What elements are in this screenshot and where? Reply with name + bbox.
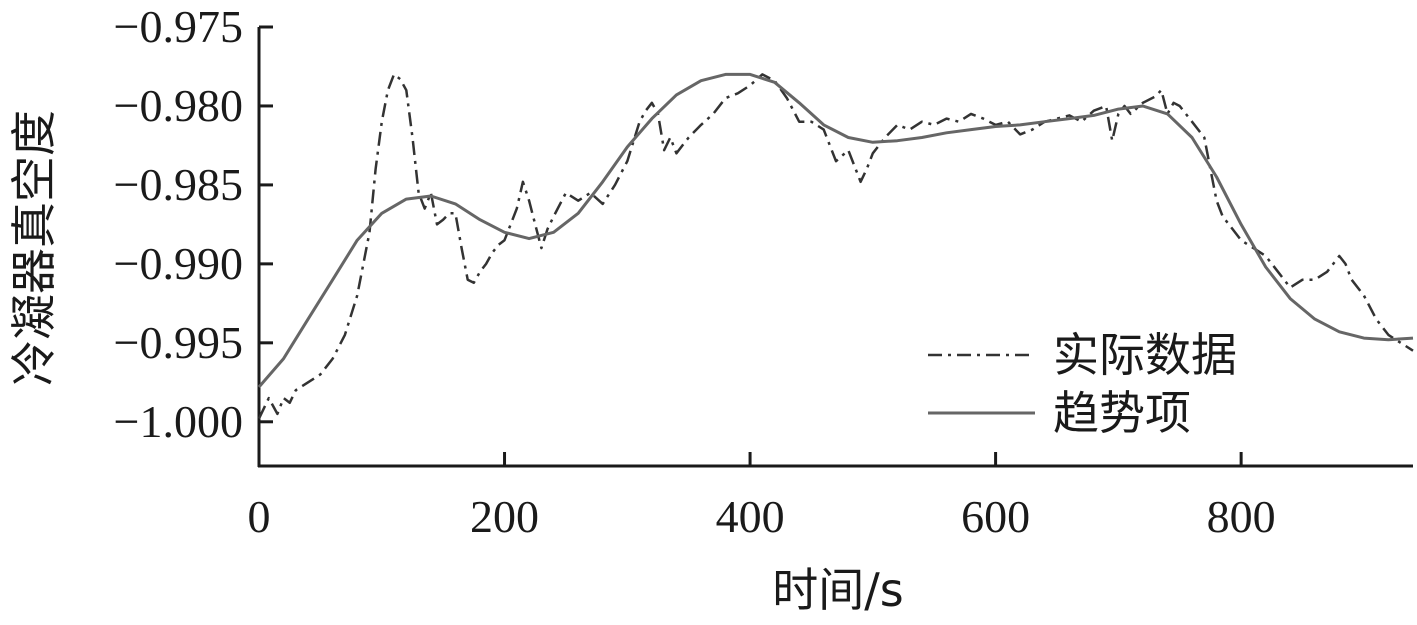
x-tick-label: 0 <box>248 491 271 542</box>
x-ticks: 0 200 400 600 800 <box>248 452 1276 542</box>
x-tick-label: 600 <box>961 491 1030 542</box>
y-tick-label: −0.995 <box>114 317 243 368</box>
x-tick-label: 200 <box>470 491 539 542</box>
axes <box>257 27 1413 468</box>
y-tick-label: −0.980 <box>114 80 243 131</box>
y-tick-label: −0.985 <box>114 159 243 210</box>
x-tick-label: 800 <box>1207 491 1276 542</box>
legend-label-2: 趋势项 <box>1053 386 1191 440</box>
y-axis-title: 冷凝器真空度 <box>7 110 61 386</box>
x-axis-title: 时间/s <box>772 563 903 617</box>
series-line-1 <box>257 73 1414 420</box>
y-ticks: −0.975 −0.980 −0.985 −0.990 −0.995 −1.000 <box>114 1 273 447</box>
x-tick-label: 400 <box>716 491 785 542</box>
y-tick-label: −0.990 <box>114 238 243 289</box>
y-tick-label: −0.975 <box>114 1 243 52</box>
series-layer <box>257 72 1414 420</box>
legend-label-1: 实际数据 <box>1053 328 1237 382</box>
y-tick-label: −1.000 <box>114 396 243 447</box>
series-line-2 <box>257 72 1414 388</box>
